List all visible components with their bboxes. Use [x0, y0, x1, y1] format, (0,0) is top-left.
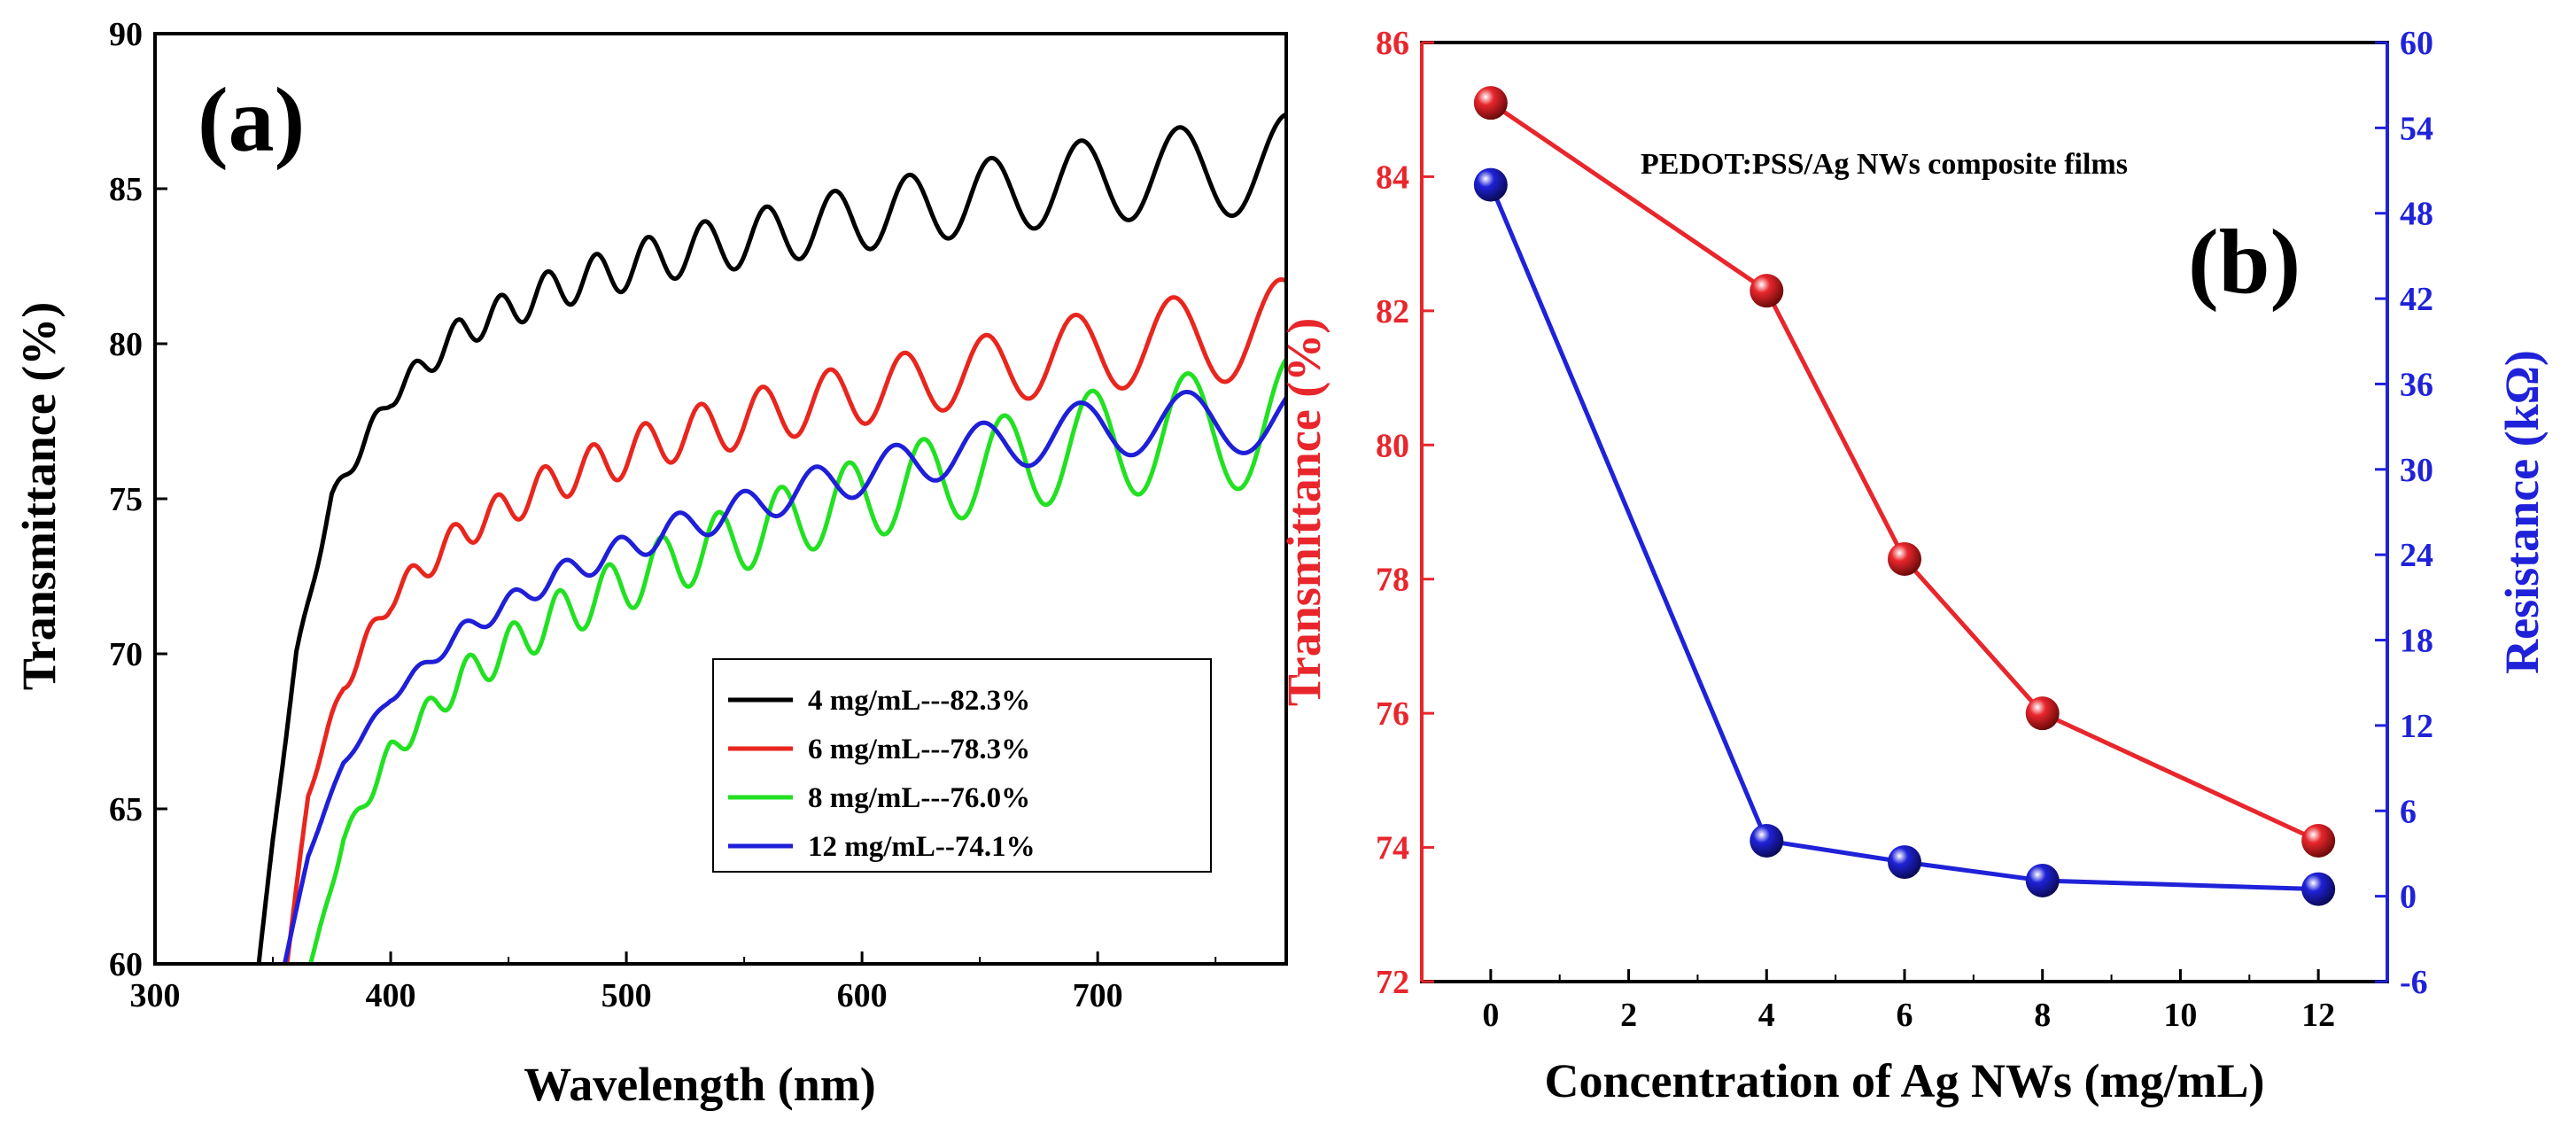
b-point-resistance	[1473, 167, 1508, 202]
a-x-tick-label: 300	[130, 977, 181, 1014]
a-y-tick-label: 60	[109, 946, 143, 983]
panel-b-left-axis-title: Transmittance (%)	[1277, 318, 1331, 706]
a-x-tick-label: 500	[601, 977, 652, 1014]
panel-b-frame	[1420, 41, 2389, 983]
b-right-tick-label: 6	[2400, 793, 2417, 830]
b-point-transmittance	[1750, 274, 1784, 308]
panel-b-ticks: 0 2 4 6 8 10 127274767880828486-60612182430364…	[1376, 25, 2433, 1034]
a-x-tick-label: 400	[366, 977, 416, 1014]
b-right-tick-label: 24	[2400, 537, 2433, 574]
a-y-tick-label: 90	[109, 16, 143, 53]
legend-box	[712, 658, 1212, 873]
b-point-resistance	[2025, 863, 2060, 897]
panel-b-label: (b)	[2188, 211, 2301, 313]
b-left-tick-label: 72	[1376, 964, 1409, 1001]
b-right-tick-label: 30	[2400, 452, 2433, 489]
b-right-tick-label: 42	[2400, 281, 2433, 318]
b-right-tick-label: -6	[2400, 964, 2428, 1001]
b-point-transmittance	[2025, 696, 2060, 731]
b-right-tick-label: 36	[2400, 366, 2433, 403]
b-right-tick-label: 18	[2400, 623, 2433, 660]
b-right-tick-label: 60	[2400, 25, 2433, 62]
b-point-resistance	[1888, 845, 1921, 880]
a-series-line-2	[308, 358, 1289, 965]
b-right-tick-label: 48	[2400, 196, 2433, 233]
panel-a-ticks: 300 400 500 600 700 60 65 70 75 80 85 90	[109, 16, 1217, 1014]
b-point-transmittance	[2301, 824, 2336, 858]
a-series-line-3	[282, 390, 1289, 965]
b-x-tick-label: 0	[1482, 997, 1499, 1034]
legend-label-1: 6 mg/mL---78.3%	[808, 734, 1030, 765]
a-series-line-0	[256, 112, 1288, 965]
panel-a-legend: 4 mg/mL---82.3% 6 mg/mL---78.3% 8 mg/mL---…	[712, 658, 1212, 873]
b-left-tick-label: 78	[1376, 562, 1409, 599]
b-point-transmittance	[1888, 542, 1921, 576]
b-point-transmittance	[1473, 86, 1508, 120]
b-left-tick-label: 80	[1376, 427, 1409, 464]
b-left-tick-label: 84	[1376, 159, 1409, 196]
b-right-tick-label: 12	[2400, 708, 2433, 745]
b-x-tick-label: 8	[2034, 997, 2051, 1034]
panel-a-label: (a)	[198, 69, 305, 171]
b-left-tick-label: 86	[1376, 25, 1409, 62]
panel-b-series	[1473, 86, 2336, 906]
panel-b-right-axis-title: Resistance (kΩ)	[2495, 350, 2549, 674]
a-series-line-1	[284, 277, 1288, 965]
panel-a-x-axis-title: Wavelength (nm)	[524, 1058, 876, 1111]
legend-label-3: 12 mg/mL--74.1%	[808, 831, 1036, 863]
b-right-tick-label: 54	[2400, 110, 2433, 147]
b-point-resistance	[1750, 824, 1784, 858]
a-y-tick-label: 75	[109, 481, 143, 518]
b-x-tick-label: 6	[1897, 997, 1913, 1034]
b-x-tick-label: 4	[1758, 997, 1775, 1034]
b-x-tick-label: 2	[1620, 997, 1637, 1034]
panel-a-y-axis-title: Transmittance (%)	[12, 302, 66, 690]
panel-b-title: PEDOT:PSS/Ag NWs composite films	[1641, 148, 2128, 181]
b-left-tick-label: 74	[1376, 830, 1409, 867]
panel-a: 300 400 500 600 700 60 65 70 75 80 85 90 (a) Wavele…	[12, 16, 1289, 1111]
legend-label-2: 8 mg/mL---76.0%	[808, 782, 1030, 814]
a-y-tick-label: 85	[109, 171, 143, 208]
b-left-tick-label: 76	[1376, 695, 1409, 733]
panel-a-series	[256, 112, 1289, 965]
panel-b-x-axis-title: Concentration of Ag NWs (mg/mL)	[1545, 1054, 2265, 1107]
b-right-tick-label: 0	[2400, 879, 2417, 916]
b-left-tick-label: 82	[1376, 293, 1409, 330]
legend-label-0: 4 mg/mL---82.3%	[808, 685, 1030, 717]
a-x-tick-label: 700	[1073, 977, 1123, 1014]
a-x-tick-label: 600	[837, 977, 888, 1014]
a-y-tick-label: 70	[109, 636, 143, 673]
b-x-tick-label: 12	[2301, 997, 2335, 1034]
a-y-tick-label: 65	[109, 791, 143, 828]
panel-b: 0 2 4 6 8 10 127274767880828486-60612182430364…	[1277, 25, 2549, 1107]
b-x-tick-label: 10	[2163, 997, 2197, 1034]
b-point-resistance	[2301, 872, 2336, 906]
a-y-tick-label: 80	[109, 326, 143, 363]
